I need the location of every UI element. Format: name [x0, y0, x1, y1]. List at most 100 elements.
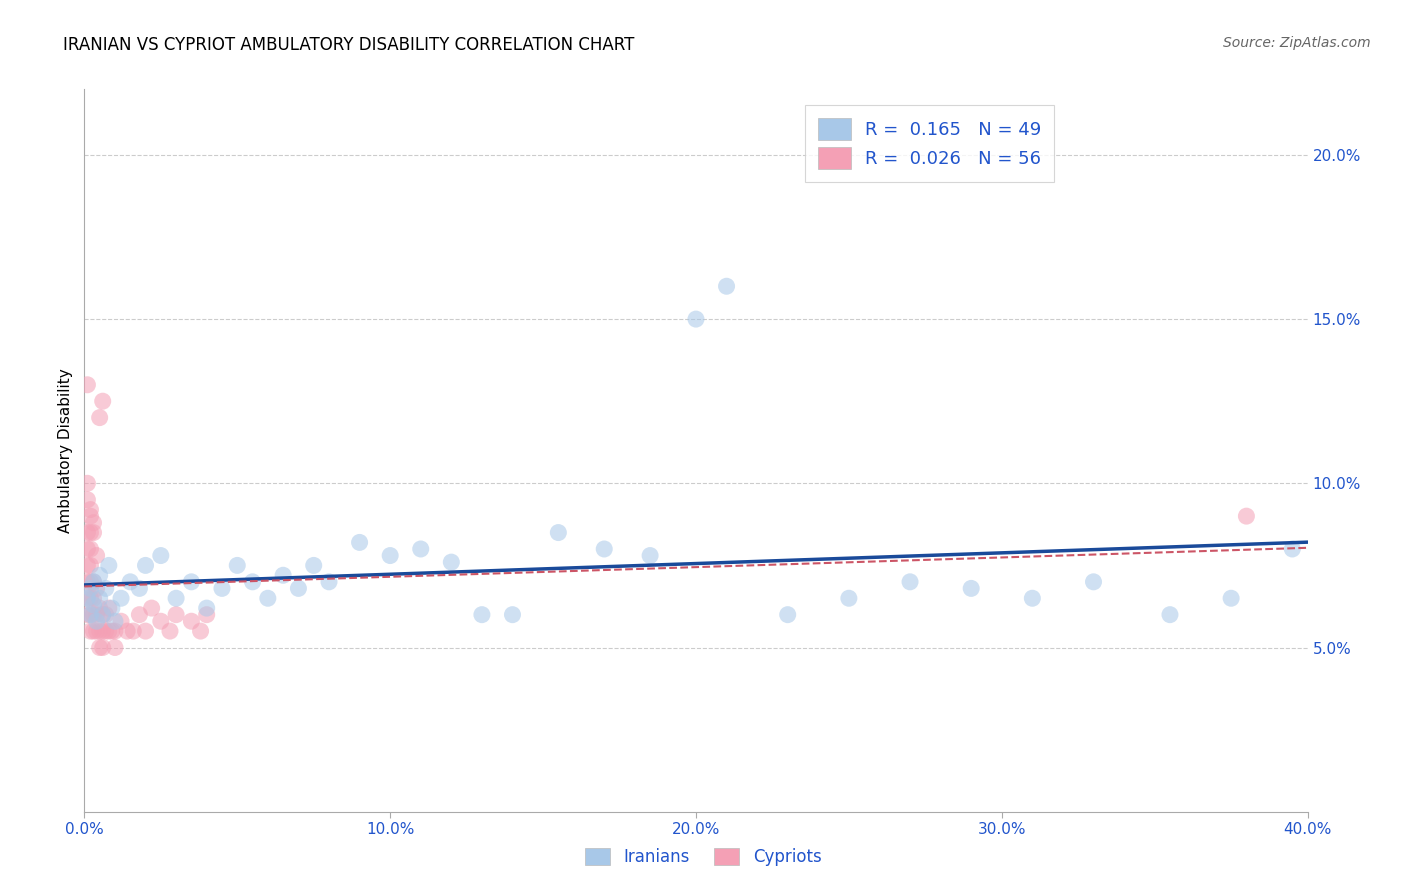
Point [180, 614, 202, 628]
Legend: Iranians, Cypriots: Iranians, Cypriots [576, 840, 830, 875]
Point [76, 607, 98, 622]
Point [101, 601, 124, 615]
Point [97, 624, 120, 639]
Point [76, 591, 98, 606]
Point [226, 558, 249, 573]
Point [440, 555, 463, 569]
Point [128, 582, 150, 596]
Point [94, 607, 117, 622]
Point [79, 591, 101, 606]
Point [122, 624, 145, 639]
Point [960, 582, 983, 596]
Point [79, 574, 101, 589]
Point [83, 516, 105, 530]
Point [76, 377, 98, 392]
Point [91, 607, 114, 622]
Point [76, 525, 98, 540]
Point [91, 394, 114, 409]
Point [83, 598, 105, 612]
Point [89, 410, 111, 425]
Point [271, 568, 294, 582]
Point [89, 601, 111, 615]
Point [97, 558, 120, 573]
Point [86, 607, 108, 622]
Point [149, 614, 172, 628]
Point [165, 607, 187, 622]
Point [83, 574, 105, 589]
Point [471, 607, 494, 622]
Point [83, 574, 105, 589]
Legend: R =  0.165   N = 49, R =  0.026   N = 56: R = 0.165 N = 49, R = 0.026 N = 56 [806, 105, 1054, 182]
Point [409, 541, 432, 556]
Point [86, 549, 108, 563]
Point [1236, 509, 1258, 524]
Point [547, 525, 569, 540]
Point [1281, 541, 1303, 556]
Point [776, 607, 799, 622]
Point [115, 624, 138, 639]
Point [89, 640, 111, 655]
Point [110, 591, 132, 606]
Point [349, 535, 371, 549]
Point [91, 640, 114, 655]
Point [195, 607, 218, 622]
Point [83, 525, 105, 540]
Point [195, 601, 218, 615]
Point [318, 574, 340, 589]
Point [502, 607, 524, 622]
Point [104, 624, 127, 639]
Point [83, 624, 105, 639]
Point [91, 624, 114, 639]
Point [135, 624, 157, 639]
Point [110, 614, 132, 628]
Point [685, 312, 707, 326]
Point [104, 640, 127, 655]
Point [180, 574, 202, 589]
Point [86, 624, 108, 639]
Point [165, 591, 187, 606]
Point [89, 624, 111, 639]
Point [141, 601, 163, 615]
Point [257, 591, 280, 606]
Point [593, 541, 616, 556]
Point [838, 591, 860, 606]
Point [104, 614, 127, 628]
Point [79, 509, 101, 524]
Point [79, 541, 101, 556]
Point [79, 502, 101, 516]
Point [76, 591, 98, 606]
Point [302, 558, 325, 573]
Point [1083, 574, 1105, 589]
Point [79, 607, 101, 622]
Point [97, 601, 120, 615]
Point [76, 541, 98, 556]
Point [76, 558, 98, 573]
Point [101, 624, 124, 639]
Point [1159, 607, 1181, 622]
Text: IRANIAN VS CYPRIOT AMBULATORY DISABILITY CORRELATION CHART: IRANIAN VS CYPRIOT AMBULATORY DISABILITY… [63, 36, 634, 54]
Point [287, 582, 309, 596]
Point [380, 549, 402, 563]
Y-axis label: Ambulatory Disability: Ambulatory Disability [58, 368, 73, 533]
Point [76, 492, 98, 507]
Point [86, 582, 108, 596]
Point [89, 568, 111, 582]
Point [79, 624, 101, 639]
Point [1220, 591, 1243, 606]
Point [898, 574, 921, 589]
Point [83, 607, 105, 622]
Point [128, 607, 150, 622]
Point [1021, 591, 1043, 606]
Point [120, 574, 142, 589]
Point [94, 582, 117, 596]
Point [83, 591, 105, 606]
Point [94, 624, 117, 639]
Point [79, 607, 101, 622]
Point [159, 624, 181, 639]
Point [79, 525, 101, 540]
Point [242, 574, 264, 589]
Point [79, 558, 101, 573]
Point [716, 279, 738, 293]
Point [89, 591, 111, 606]
Point [91, 607, 114, 622]
